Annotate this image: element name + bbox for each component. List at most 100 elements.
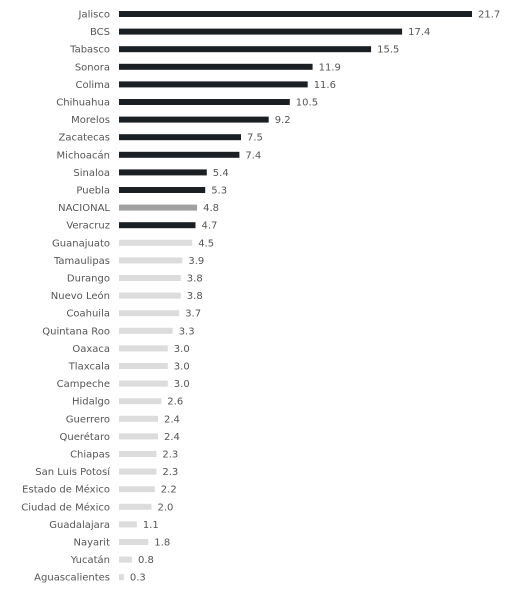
category-labels-group: Jalisco BCS Tabasco Sonora Colima Chihuahua Mo… xyxy=(21,10,111,584)
bar-32 xyxy=(119,574,124,581)
bar-19 xyxy=(119,345,168,352)
bar-11 xyxy=(119,204,198,211)
category-label: Jalisco xyxy=(78,10,110,21)
value-label: 21.7 xyxy=(478,10,500,21)
bar-28 xyxy=(119,503,152,510)
bar-25 xyxy=(119,451,157,457)
category-label: Estado de México xyxy=(22,484,110,496)
bar-21 xyxy=(119,380,168,387)
bar-15 xyxy=(119,275,181,281)
value-label: 7.5 xyxy=(247,133,263,144)
category-label: Guadalajara xyxy=(49,520,110,531)
category-label: Querétaro xyxy=(60,431,110,443)
category-label: Veracruz xyxy=(66,221,110,232)
value-label: 2.4 xyxy=(164,414,180,425)
value-label: 1.1 xyxy=(143,520,159,531)
value-label: 3.8 xyxy=(187,291,203,302)
value-label: 2.6 xyxy=(167,397,183,408)
value-label: 0.3 xyxy=(130,573,146,584)
bar-14 xyxy=(119,257,183,264)
value-label: 3.7 xyxy=(185,309,201,320)
category-label: Hidalgo xyxy=(72,397,110,408)
value-label: 3.3 xyxy=(179,326,195,337)
value-label: 3.8 xyxy=(187,274,203,285)
value-label: 1.8 xyxy=(154,538,170,549)
category-label: Colima xyxy=(75,80,110,91)
value-label: 3.0 xyxy=(174,379,190,390)
category-label: Chihuahua xyxy=(56,98,110,109)
value-label: 0.8 xyxy=(138,555,154,566)
value-label: 11.6 xyxy=(314,80,336,91)
category-label: Sonora xyxy=(75,62,110,73)
category-label: Quintana Roo xyxy=(42,326,110,337)
category-label: Aguascalientes xyxy=(34,573,110,584)
value-label: 3.0 xyxy=(174,344,190,355)
category-label: Morelos xyxy=(71,115,110,126)
value-label: 2.2 xyxy=(161,485,177,496)
value-label: 4.5 xyxy=(198,238,214,249)
bar-17 xyxy=(119,310,180,317)
bar-29 xyxy=(119,521,137,528)
bar-24 xyxy=(119,433,158,440)
value-label: 17.4 xyxy=(408,27,430,38)
bar-6 xyxy=(119,116,269,123)
value-label: 5.3 xyxy=(211,186,227,197)
category-label: Guanajuato xyxy=(52,238,110,249)
category-label: Ciudad de México xyxy=(21,501,110,513)
category-label: Durango xyxy=(67,274,110,285)
category-label: Oaxaca xyxy=(72,344,110,355)
category-label: San Luis Potosí xyxy=(35,466,111,478)
value-label: 9.2 xyxy=(275,115,291,126)
category-label: Puebla xyxy=(76,186,110,197)
bar-31 xyxy=(119,556,132,563)
bar-0 xyxy=(119,11,472,17)
category-label: Tabasco xyxy=(69,45,110,56)
category-label: Nuevo León xyxy=(51,290,110,302)
value-labels-group: 21.7 17.4 15.5 11.9 11.6 10.5 9.2 7.5 7.4 5.4 5.3 4… xyxy=(130,10,500,584)
category-label: Zacatecas xyxy=(58,133,110,144)
bars-group xyxy=(119,11,472,581)
value-label: 11.9 xyxy=(319,62,341,73)
value-label: 2.4 xyxy=(164,432,180,443)
category-label: Coahuila xyxy=(66,309,110,320)
category-label: Michoacán xyxy=(57,149,110,161)
value-label: 2.3 xyxy=(162,450,178,461)
bar-4 xyxy=(119,81,308,88)
category-label: BCS xyxy=(90,27,110,38)
bar-12 xyxy=(119,222,196,229)
bar-3 xyxy=(119,63,313,70)
category-label: Guerrero xyxy=(66,414,110,425)
bar-18 xyxy=(119,327,173,334)
value-label: 4.7 xyxy=(202,221,218,232)
bar-1 xyxy=(119,28,403,35)
category-label: Campeche xyxy=(57,379,110,390)
bar-7 xyxy=(119,134,241,141)
value-label: 2.0 xyxy=(158,502,174,513)
bar-5 xyxy=(119,99,290,105)
value-label: 3.9 xyxy=(188,256,204,267)
bar-13 xyxy=(119,239,193,246)
category-label: Yucatán xyxy=(70,554,110,566)
bar-20 xyxy=(119,363,168,369)
value-label: 5.4 xyxy=(213,168,229,179)
value-label: 7.4 xyxy=(245,150,261,161)
value-label: 15.5 xyxy=(377,45,399,56)
value-label: 3.0 xyxy=(174,362,190,373)
category-label: Tlaxcala xyxy=(68,362,110,373)
bar-26 xyxy=(119,468,157,475)
bar-16 xyxy=(119,292,181,299)
bar-9 xyxy=(119,169,207,176)
bar-10 xyxy=(119,187,206,193)
bar-30 xyxy=(119,539,149,545)
category-label: Tamaulipas xyxy=(53,256,110,267)
category-label: NACIONAL xyxy=(58,203,110,214)
bar-23 xyxy=(119,415,158,422)
value-label: 10.5 xyxy=(296,98,318,109)
category-label: Chiapas xyxy=(70,450,110,461)
bar-27 xyxy=(119,486,155,493)
category-label: Sinaloa xyxy=(73,168,110,179)
bar-8 xyxy=(119,151,240,158)
category-label: Nayarit xyxy=(74,538,111,549)
bar-2 xyxy=(119,46,372,53)
